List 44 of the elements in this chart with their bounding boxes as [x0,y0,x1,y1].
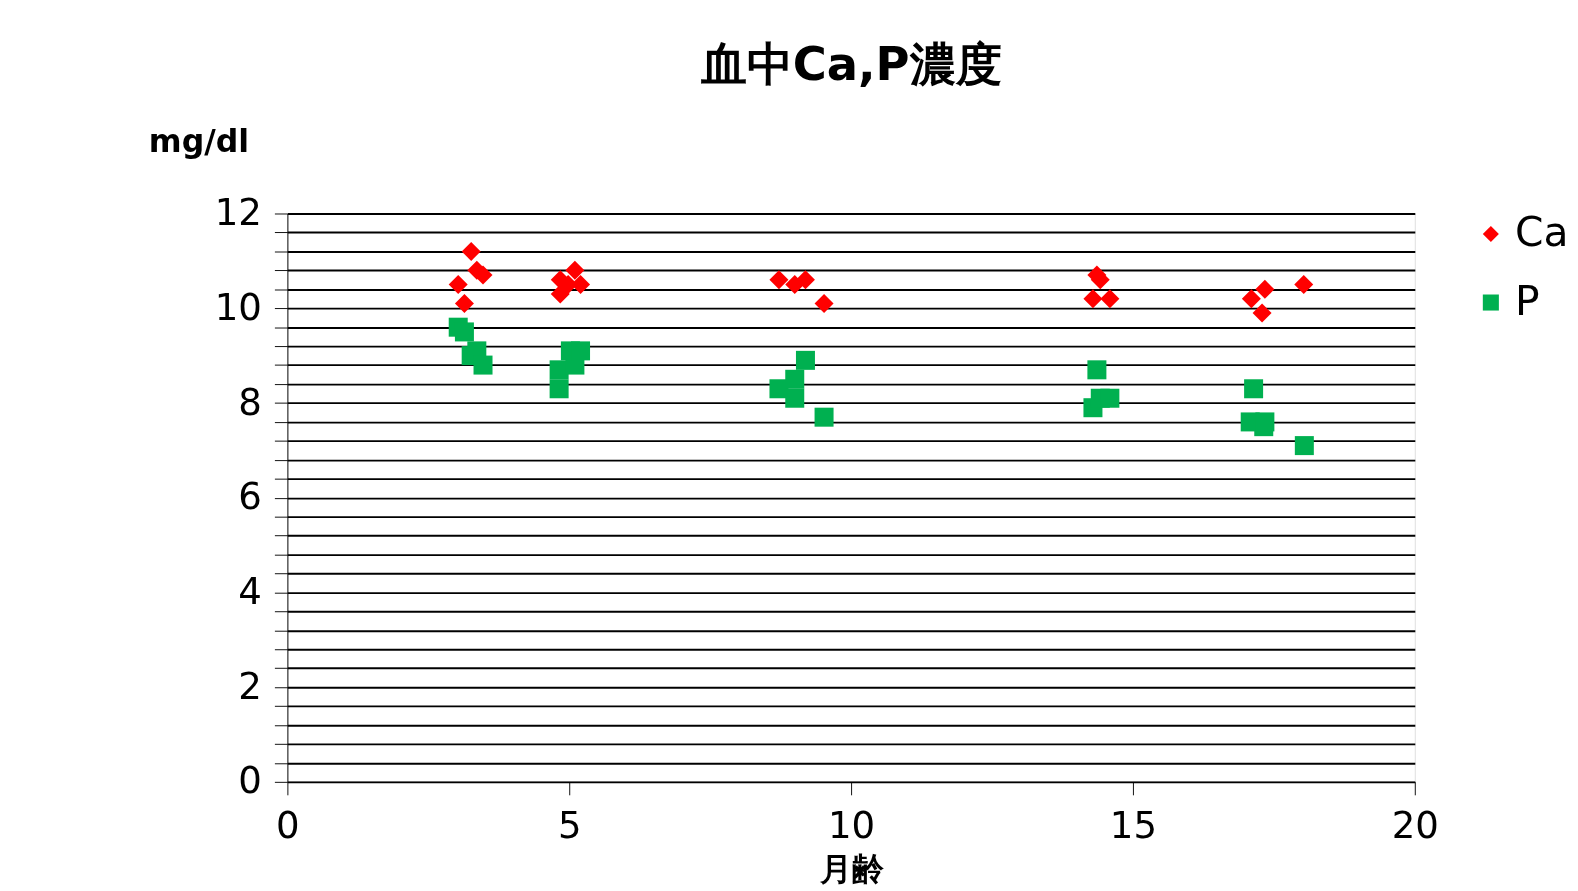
point [1083,289,1103,309]
y-axis-title: mg/dl [148,122,250,159]
point [549,379,569,399]
point [571,341,591,361]
x-tick-label: 15 [1109,803,1158,847]
y-tick-label: 12 [214,191,262,235]
point [1294,275,1314,295]
point [473,355,493,375]
y-tick-label: 6 [238,475,262,519]
point [448,275,468,295]
point [461,241,481,261]
point [769,270,789,290]
y-tick-label: 8 [238,380,262,424]
point [454,294,474,314]
y-tick-label: 0 [238,759,262,803]
x-tick-label: 5 [557,803,582,847]
point [795,350,815,370]
y-tick-label: 2 [238,664,262,708]
point [1100,388,1120,408]
point [795,270,815,290]
point [785,388,805,408]
point [1252,303,1272,323]
point [565,260,585,280]
point [1255,279,1275,299]
y-tick-label: 10 [214,285,262,329]
point [814,407,834,427]
point [1294,436,1314,456]
x-tick-label: 0 [276,803,300,847]
point [785,369,805,389]
point [571,275,591,295]
x-tick-label: 10 [827,803,876,847]
point [1241,289,1261,309]
legend-label: P [1514,276,1540,325]
point [1087,360,1107,380]
legend-label: Ca [1514,207,1569,256]
y-tick-label: 4 [238,570,262,614]
x-tick-label: 20 [1391,803,1439,847]
point [454,322,474,342]
point [1255,412,1275,432]
x-axis-title: 月齢 [818,850,884,887]
point [1244,379,1264,399]
point [1100,289,1120,309]
chart-title: 血中Ca,P濃度 [699,37,1002,92]
point [814,294,834,314]
